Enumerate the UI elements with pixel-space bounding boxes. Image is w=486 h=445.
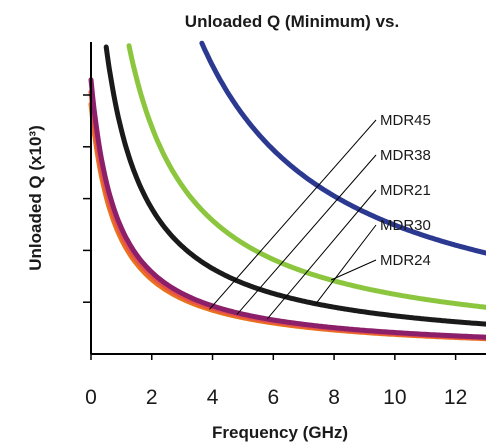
series-label: MDR21 [380,182,431,199]
series-label: MDR30 [380,217,431,234]
series-curves [88,40,486,342]
series-leader-line [266,189,377,320]
y-axis-ticks [83,94,91,303]
x-tick-label: 0 [85,386,97,409]
x-axis-label: Frequency (GHz) [212,423,348,442]
x-tick-label: 10 [383,386,406,409]
series-leader-line [330,259,377,281]
x-tick-label: 8 [328,386,340,409]
x-tick-label: 2 [146,386,158,409]
series-label: MDR38 [380,147,431,164]
series-leader-line [315,224,377,305]
series-line [88,77,486,340]
series-line [103,44,486,327]
x-axis-ticks: 0 2 4 6 8 10 12 [85,354,467,409]
series-leader-line [209,119,377,310]
series-label: MDR45 [380,112,431,129]
series-labels: MDR45 MDR38 MDR21 MDR30 MDR24 [380,112,431,269]
y-axis-label: Unloaded Q (x10³) [26,125,45,270]
x-tick-label: 6 [267,386,279,409]
series-line [126,43,486,310]
series-line [199,40,486,256]
series-leader-line [236,154,377,315]
series-leader-lines [209,119,377,320]
x-tick-label: 12 [444,386,467,409]
x-tick-label: 4 [207,386,219,409]
series-label: MDR24 [380,252,431,269]
chart-title: Unloaded Q (Minimum) vs. [185,12,399,31]
